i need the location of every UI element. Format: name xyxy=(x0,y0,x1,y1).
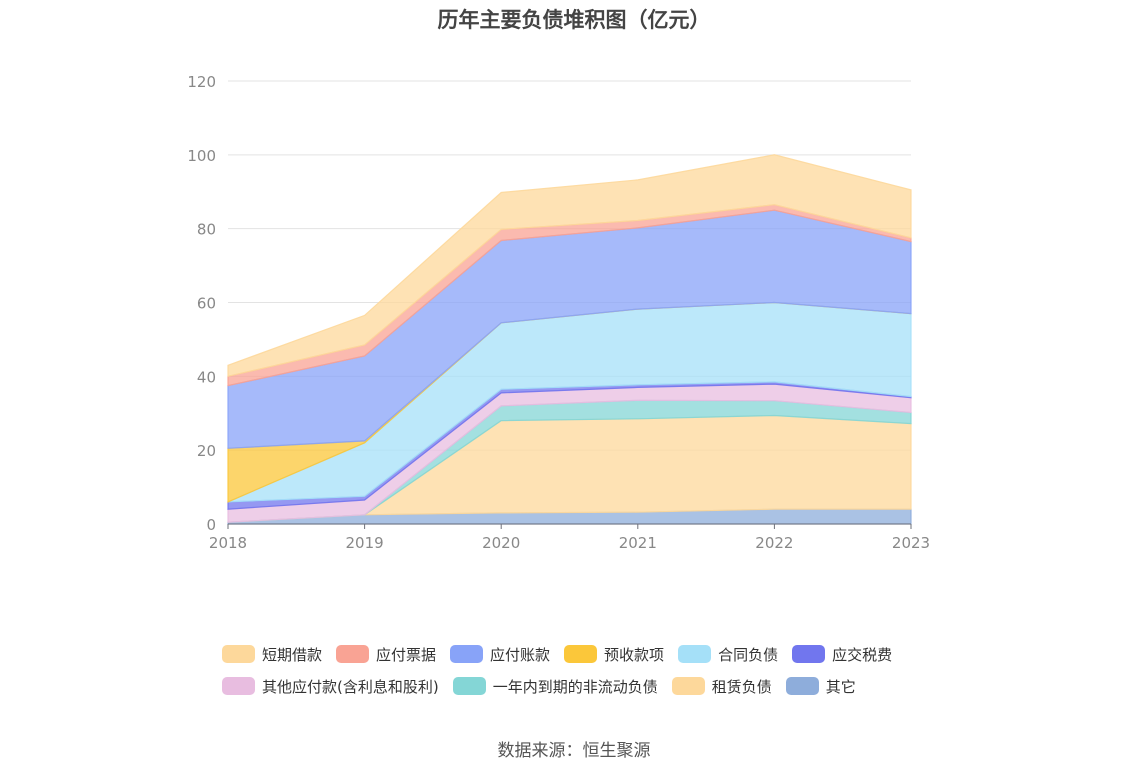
area-series-group xyxy=(227,154,912,525)
legend-label: 预收款项 xyxy=(604,645,665,664)
legend-label: 应交税费 xyxy=(832,645,893,664)
x-tick-label: 2023 xyxy=(892,534,930,552)
x-tick-label: 2021 xyxy=(619,534,657,552)
x-tick-label: 2018 xyxy=(209,534,247,552)
legend-item[interactable]: 应交税费 xyxy=(792,644,892,665)
legend-label: 合同负债 xyxy=(718,645,779,664)
legend-label: 租赁负债 xyxy=(711,677,772,696)
legend-item[interactable]: 应付账款 xyxy=(450,644,550,665)
legend-item[interactable]: 租赁负债 xyxy=(671,676,772,697)
legend-item[interactable]: 应付票据 xyxy=(336,644,436,665)
y-tick-label: 120 xyxy=(187,73,216,91)
legend-swatch xyxy=(450,645,484,663)
legend-swatch xyxy=(564,645,598,663)
legend-item[interactable]: 短期借款 xyxy=(222,644,322,665)
y-tick-label: 40 xyxy=(197,368,216,386)
legend-swatch xyxy=(336,645,370,663)
legend-label: 应付票据 xyxy=(376,645,437,664)
y-tick-label: 60 xyxy=(197,295,216,313)
area-series-0 xyxy=(227,154,912,378)
legend-swatch xyxy=(671,677,705,695)
legend-row: 其他应付款(含利息和股利) 一年内到期的非流动负债 租赁负债 其它 xyxy=(222,670,942,702)
legend-item[interactable]: 预收款项 xyxy=(564,644,664,665)
legend-label: 一年内到期的非流动负债 xyxy=(492,677,658,696)
legend-swatch xyxy=(792,645,826,663)
legend-label: 短期借款 xyxy=(262,645,323,664)
legend-label: 应付账款 xyxy=(490,645,551,664)
legend-swatch xyxy=(222,677,255,695)
legend-swatch xyxy=(785,677,819,695)
axes: 0 20 40 60 80 100 120 2018 2019 2020 2021 2022 2023 xyxy=(187,73,930,552)
y-tick-label: 80 xyxy=(197,221,216,239)
legend: 短期借款 应付票据 应付账款 预收款项 合同负债 应交税费 其他应付款(含利息和股利) 一年… xyxy=(222,638,942,702)
x-tick-label: 2019 xyxy=(346,534,384,552)
legend-item[interactable]: 一年内到期的非流动负债 xyxy=(452,676,658,697)
legend-item[interactable]: 其他应付款(含利息和股利) xyxy=(222,676,439,697)
legend-swatch xyxy=(678,645,712,663)
x-tick-label: 2022 xyxy=(755,534,793,552)
legend-row: 短期借款 应付票据 应付账款 预收款项 合同负债 应交税费 xyxy=(222,638,942,670)
legend-label: 其它 xyxy=(825,677,856,696)
x-tick-label: 2020 xyxy=(482,534,520,552)
chart-title: 历年主要负债堆积图（亿元） xyxy=(437,8,711,32)
source-note: 数据来源：恒生聚源 xyxy=(497,741,651,761)
legend-item[interactable]: 其它 xyxy=(785,676,856,697)
y-tick-label: 20 xyxy=(197,442,216,460)
y-tick-label: 0 xyxy=(206,516,216,534)
legend-swatch xyxy=(222,645,255,663)
legend-label: 其他应付款(含利息和股利) xyxy=(262,677,439,696)
legend-item[interactable]: 合同负债 xyxy=(678,644,778,665)
legend-swatch xyxy=(452,677,486,695)
y-tick-label: 100 xyxy=(187,147,216,165)
